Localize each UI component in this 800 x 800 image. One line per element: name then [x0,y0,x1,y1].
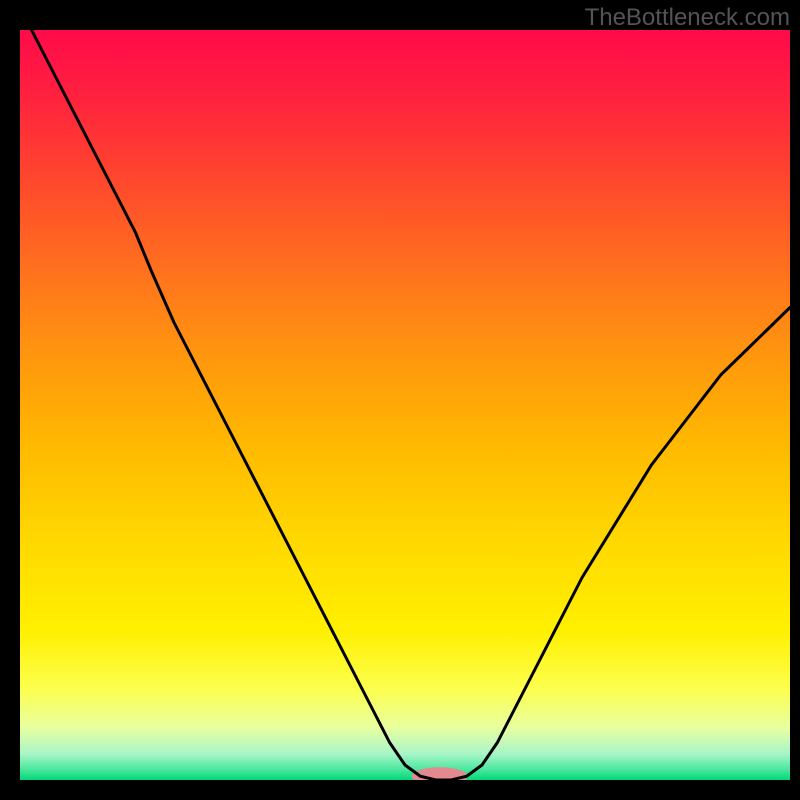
bottleneck-chart [0,0,800,800]
gradient-background [20,30,790,780]
watermark-text: TheBottleneck.com [585,4,790,32]
chart-container: TheBottleneck.com [0,0,800,800]
